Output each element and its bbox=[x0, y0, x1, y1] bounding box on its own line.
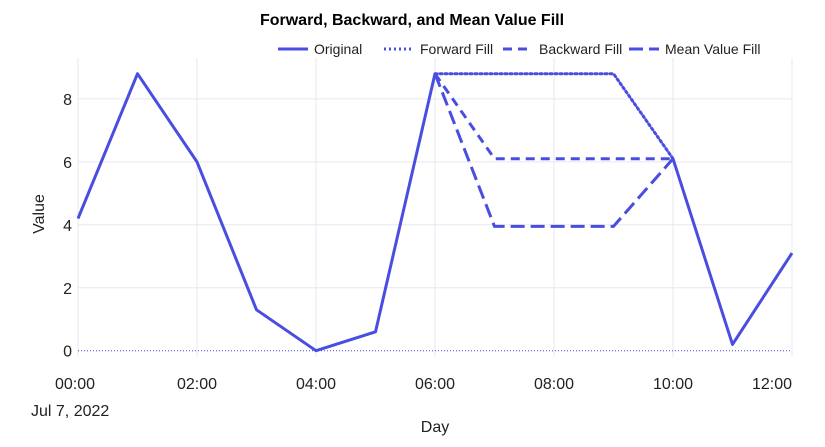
series-line-original bbox=[76, 72, 794, 353]
y-tick-label: 0 bbox=[63, 344, 72, 361]
legend-item-original[interactable]: Original bbox=[278, 41, 362, 57]
series-line-backward-fill bbox=[433, 72, 673, 161]
y-tick-label: 6 bbox=[63, 155, 72, 172]
legend[interactable]: Original Forward Fill Backward Fill Mean Va… bbox=[278, 41, 760, 57]
x-tick-label: 10:00 bbox=[653, 376, 693, 393]
x-tick-label: 06:00 bbox=[415, 376, 455, 393]
x-tick-label: 02:00 bbox=[177, 376, 217, 393]
legend-item-mean-value-fill[interactable]: Mean Value Fill bbox=[629, 41, 760, 57]
y-tick-label: 4 bbox=[63, 218, 72, 235]
legend-label: Forward Fill bbox=[420, 41, 493, 57]
tick-labels: 00:00 02:00 04:00 06:00 08:00 10:00 12:00 0 2 4 6 8 bbox=[55, 92, 792, 393]
x-tick-label: 12:00 bbox=[752, 376, 792, 393]
y-tick-label: 2 bbox=[63, 281, 72, 298]
x-tick-label: 08:00 bbox=[534, 376, 574, 393]
series-line-mean-value-fill bbox=[433, 73, 675, 228]
legend-item-backward-fill[interactable]: Backward Fill bbox=[503, 41, 622, 57]
x-axis-label: Day bbox=[421, 419, 449, 436]
series-line-forward-fill bbox=[433, 72, 675, 161]
legend-label: Original bbox=[314, 41, 362, 57]
y-tick-label: 8 bbox=[63, 92, 72, 109]
series-lines bbox=[76, 72, 794, 353]
x-tick-label: 00:00 bbox=[55, 376, 95, 393]
y-axis-label: Value bbox=[31, 194, 48, 234]
legend-label: Mean Value Fill bbox=[665, 41, 760, 57]
chart-title: Forward, Backward, and Mean Value Fill bbox=[260, 12, 564, 29]
x-date-label: Jul 7, 2022 bbox=[31, 403, 109, 420]
legend-label: Backward Fill bbox=[539, 41, 622, 57]
legend-item-forward-fill[interactable]: Forward Fill bbox=[384, 41, 493, 57]
x-tick-label: 04:00 bbox=[296, 376, 336, 393]
